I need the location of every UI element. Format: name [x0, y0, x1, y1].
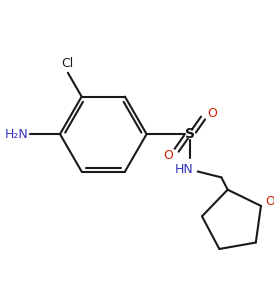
Text: O: O — [163, 149, 173, 162]
Text: O: O — [265, 195, 274, 208]
Text: HN: HN — [175, 163, 193, 176]
Text: H₂N: H₂N — [5, 128, 28, 141]
Text: S: S — [185, 127, 195, 141]
Text: O: O — [207, 107, 217, 120]
Text: Cl: Cl — [61, 58, 73, 70]
